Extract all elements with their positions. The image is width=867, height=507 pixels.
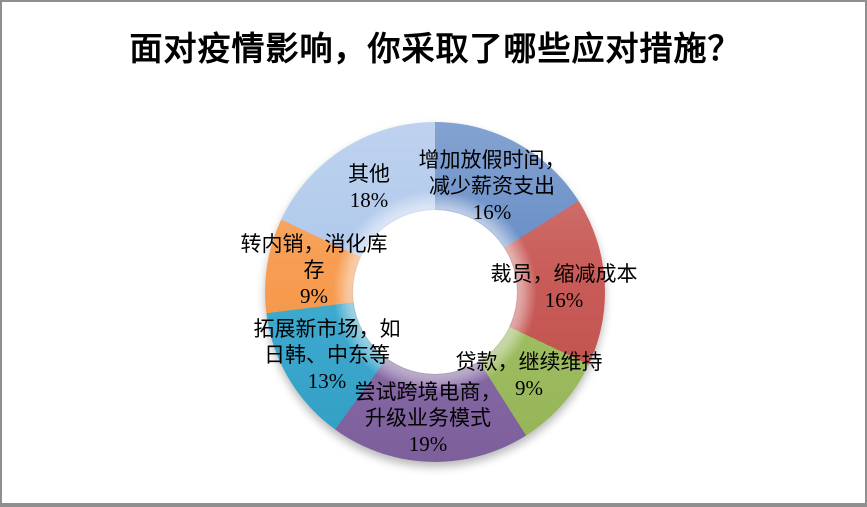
slice-label-line: 升级业务模式 [365, 406, 491, 430]
slice-label-line: 拓展新市场，如 [253, 317, 401, 341]
slice-label-new-markets: 拓展新市场，如 日韩、中东等 13% [254, 316, 401, 394]
slice-label-line: 转内销，消化库 [240, 232, 388, 256]
slice-label-line: 16% [544, 288, 584, 312]
slice-label-line: 16% [472, 200, 512, 224]
slice-label-line: 裁员，缩减成本 [490, 262, 638, 286]
slice-label-line: 19% [408, 432, 448, 456]
slice-label-line: 减少薪资支出 [429, 174, 555, 198]
slice-label-line: 其他 [348, 162, 390, 186]
slice-label-line: 日韩、中东等 [264, 343, 390, 367]
chart-title: 面对疫情影响，你采取了哪些应对措施？ [129, 32, 742, 68]
slice-label-line: 18% [349, 188, 389, 212]
slice-label-layoffs: 裁员，缩减成本 16% [491, 261, 638, 313]
slice-label-other: 其他 18% [348, 161, 390, 213]
slice-label-line: 贷款，继续维持 [455, 350, 603, 374]
donut-hole [353, 210, 517, 374]
slice-label-line: 13% [307, 369, 347, 393]
slice-label-domestic-sales: 转内销，消化库存 9% [241, 231, 388, 309]
slice-label-increase-holidays: 增加放假时间， 减少薪资支出 16% [419, 147, 566, 225]
slice-label-line: 存 [303, 258, 325, 282]
slice-label-line: 增加放假时间， [418, 148, 566, 172]
slice-label-line: 9% [300, 284, 328, 308]
